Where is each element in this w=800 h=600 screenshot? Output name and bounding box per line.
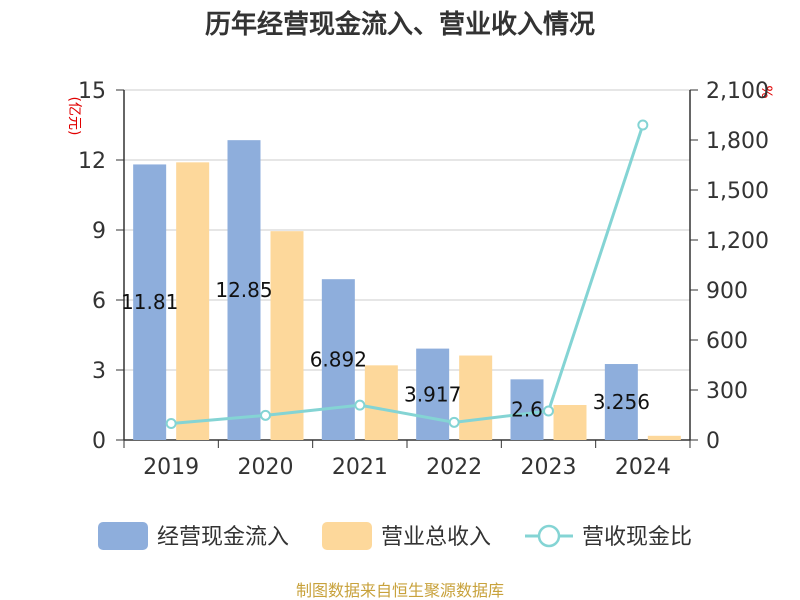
line-series xyxy=(165,119,649,429)
data-labels: 11.81 12.85 6.892 3.917 2.6 3.256 xyxy=(121,278,650,422)
bar-value-label: 3.917 xyxy=(404,382,461,406)
legend-label: 经营现金流入 xyxy=(157,525,289,550)
legend-label: 营业总收入 xyxy=(381,525,491,550)
right-tick-label: 2,100 xyxy=(706,79,769,104)
right-tick-label: 0 xyxy=(706,429,720,454)
right-axis-unit: % xyxy=(758,85,774,98)
x-tick-label: 2023 xyxy=(521,455,577,480)
left-tick-label: 6 xyxy=(92,289,106,314)
line-point xyxy=(354,399,366,411)
legend-marker xyxy=(537,524,561,548)
bar xyxy=(364,365,398,440)
source-note: 制图数据来自恒生聚源数据库 xyxy=(296,581,504,600)
bar xyxy=(510,379,544,440)
bar xyxy=(647,435,681,440)
left-tick-label: 0 xyxy=(92,429,106,454)
left-tick-label: 12 xyxy=(78,149,106,174)
line-point xyxy=(637,119,649,131)
bar xyxy=(270,231,304,440)
axes: 0 3 6 9 12 15 0 300 600 900 1,200 1,500 1,800 2,100 20… xyxy=(78,79,769,480)
bars xyxy=(133,140,681,441)
bar-value-label: 3.256 xyxy=(593,390,650,414)
x-tick-label: 2021 xyxy=(332,455,388,480)
left-tick-label: 15 xyxy=(78,79,106,104)
right-tick-label: 1,800 xyxy=(706,129,769,154)
chart-title: 历年经营现金流入、营业收入情况 xyxy=(205,9,595,40)
bar xyxy=(553,405,587,440)
bar-value-label: 12.85 xyxy=(215,278,272,302)
bar xyxy=(604,364,638,440)
right-tick-label: 300 xyxy=(706,379,748,404)
right-tick-label: 1,500 xyxy=(706,179,769,204)
legend-label: 营收现金比 xyxy=(582,525,692,550)
x-tick-label: 2022 xyxy=(426,455,482,480)
bar-value-label: 11.81 xyxy=(121,290,178,314)
line-point xyxy=(448,416,460,428)
bar xyxy=(176,162,210,441)
line-point xyxy=(165,418,177,429)
left-tick-label: 9 xyxy=(92,219,106,244)
bar xyxy=(321,279,355,440)
line-point xyxy=(543,405,554,417)
right-tick-label: 600 xyxy=(706,329,748,354)
right-tick-label: 1,200 xyxy=(706,229,769,254)
left-tick-label: 3 xyxy=(92,359,106,384)
bar-value-label: 2.6 xyxy=(511,398,543,422)
x-tick-label: 2020 xyxy=(238,455,294,480)
legend-swatch xyxy=(98,522,148,550)
bar xyxy=(133,164,167,440)
x-tick-label: 2019 xyxy=(143,455,199,480)
bar-value-label: 6.892 xyxy=(310,348,367,372)
legend: 经营现金流入 营业总收入 营收现金比 xyxy=(98,522,692,550)
bar xyxy=(416,348,450,440)
left-axis-unit: (亿元) xyxy=(66,97,82,136)
right-tick-label: 900 xyxy=(706,279,748,304)
legend-swatch xyxy=(322,522,372,550)
line-path xyxy=(171,124,645,425)
line-point xyxy=(260,409,271,421)
bar xyxy=(459,355,493,440)
bar xyxy=(227,140,261,440)
x-tick-label: 2024 xyxy=(615,455,671,480)
